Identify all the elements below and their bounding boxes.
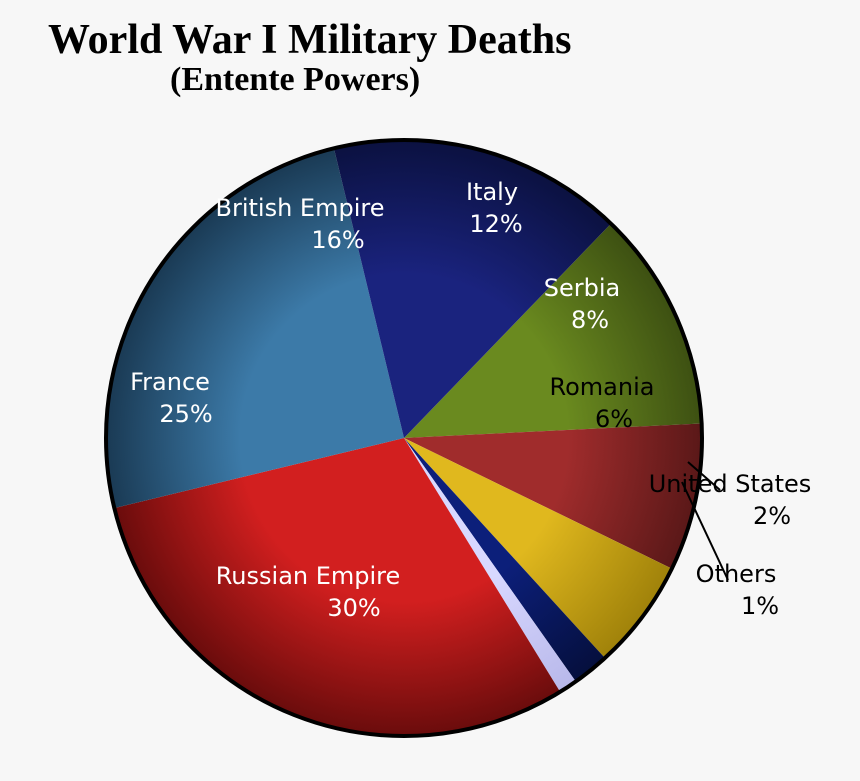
- pie-chart-container: World War I Military Deaths (Entente Pow…: [0, 0, 860, 781]
- slice-percent: 1%: [741, 592, 779, 620]
- slice-label: Italy: [466, 178, 518, 206]
- slice-label: Russian Empire: [216, 562, 401, 590]
- pie-chart-svg: Italy 12% Serbia 8% Romania 6% United States 2%…: [0, 0, 860, 781]
- slice-percent: 8%: [571, 306, 609, 334]
- slice-label: British Empire: [216, 194, 385, 222]
- slice-percent: 2%: [753, 502, 791, 530]
- slice-label: France: [130, 368, 210, 396]
- slice-percent: 6%: [595, 405, 633, 433]
- slice-label: Others: [696, 560, 777, 588]
- slice-percent: 30%: [327, 594, 380, 622]
- slice-percent: 12%: [469, 210, 522, 238]
- slice-percent: 16%: [311, 226, 364, 254]
- slice-percent: 25%: [159, 400, 212, 428]
- slice-label: United States: [649, 470, 812, 498]
- slice-label: Serbia: [544, 274, 620, 302]
- slice-label: Romania: [550, 373, 655, 401]
